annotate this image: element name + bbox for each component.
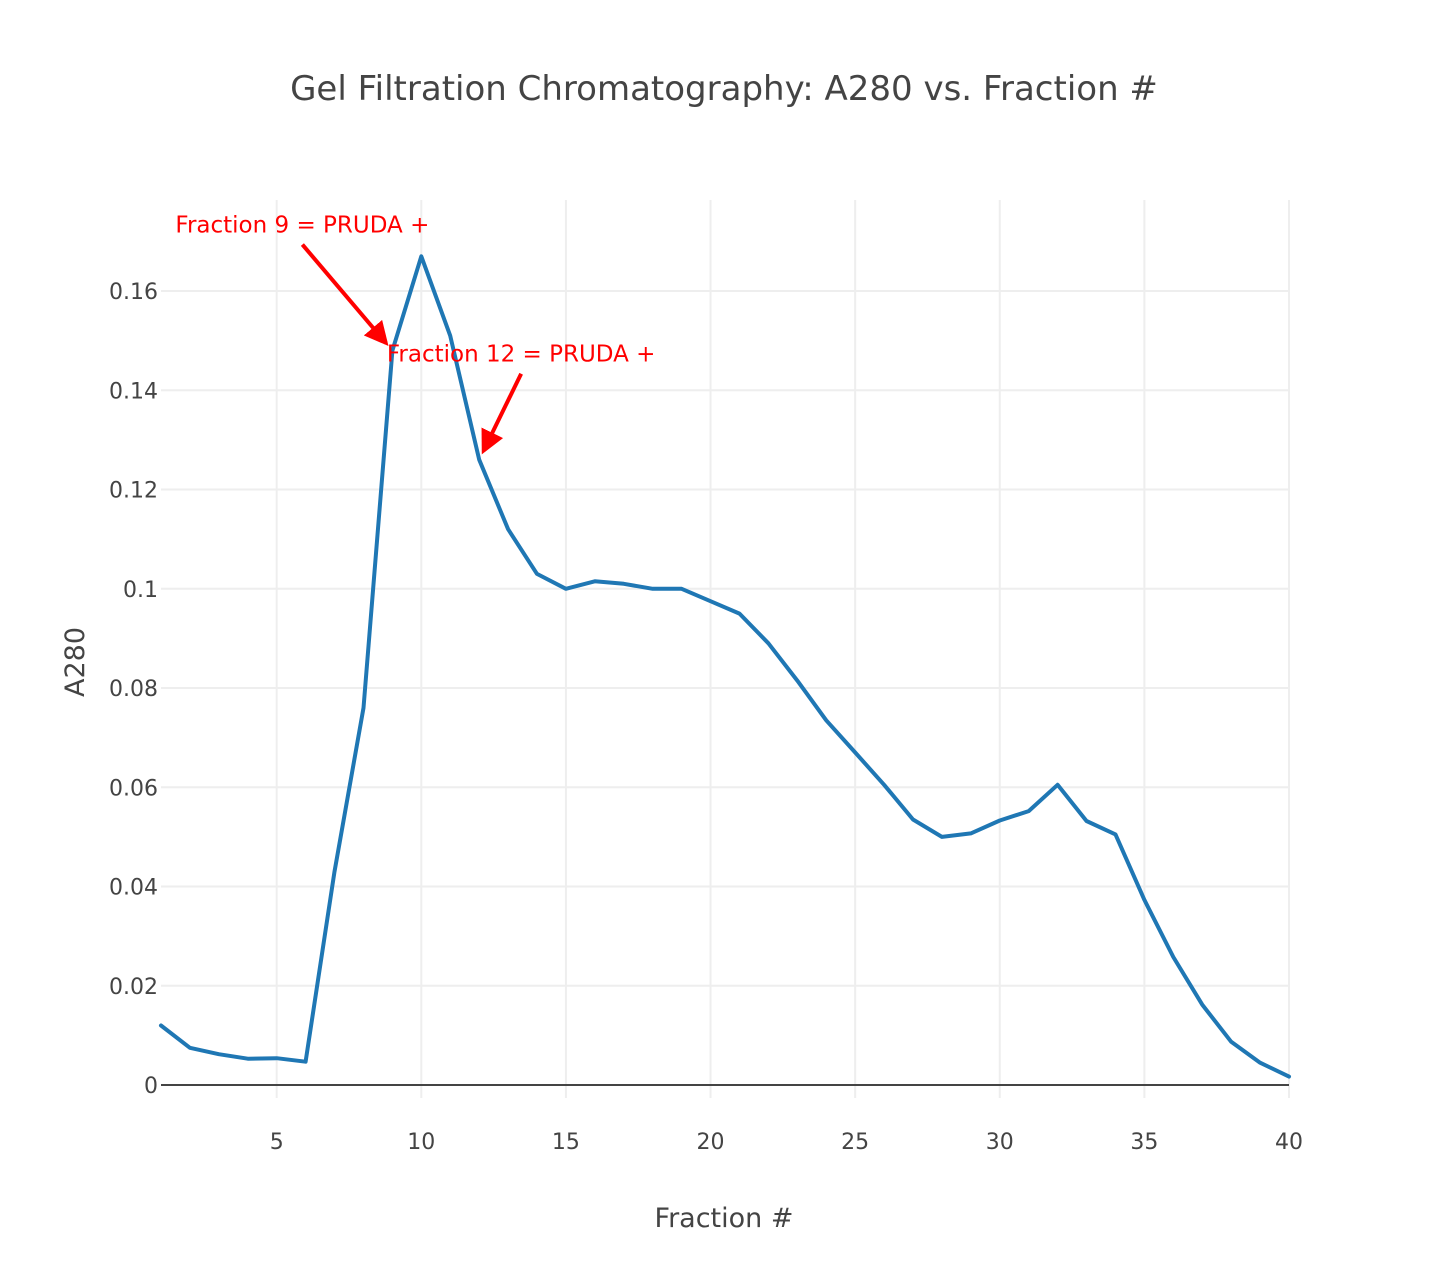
- x-tick-label: 10: [407, 1130, 435, 1155]
- x-tick-labels: 5 10 15 20 25 30 35 40: [270, 1130, 1303, 1155]
- annotation-label: Fraction 12 = PRUDA +: [387, 342, 656, 368]
- x-tick-label: 20: [697, 1130, 725, 1155]
- y-tick-label: 0.08: [109, 677, 158, 702]
- x-tick-label: 5: [270, 1130, 284, 1155]
- y-tick-label: 0.02: [109, 975, 158, 1000]
- x-tick-label: 40: [1275, 1130, 1303, 1155]
- series-line-0: [159, 254, 1291, 1079]
- annotation-arrow: [481, 372, 523, 455]
- series-group: [159, 254, 1291, 1079]
- y-tick-label: 0.16: [109, 280, 158, 305]
- y-tick-label: 0.1: [123, 578, 158, 603]
- y-tick-label: 0.06: [109, 776, 158, 801]
- y-tick-label: 0: [144, 1074, 158, 1099]
- x-tick-label: 15: [552, 1130, 580, 1155]
- x-tick-label: 35: [1130, 1130, 1158, 1155]
- y-tick-label: 0.14: [109, 379, 158, 404]
- x-tick-label: 25: [841, 1130, 869, 1155]
- annotation-label: Fraction 9 = PRUDA +: [175, 213, 429, 239]
- y-tick-labels: 0 0.02 0.04 0.06 0.08 0.1 0.12 0.14 0.16: [109, 280, 158, 1099]
- x-gridlines: [275, 200, 1290, 1098]
- y-tick-label: 0.04: [109, 876, 158, 901]
- chart-title: Gel Filtration Chromatography: A280 vs. …: [290, 69, 1158, 109]
- annotations: Fraction 9 = PRUDA + Fraction 12 = PRUDA …: [175, 213, 656, 455]
- x-tick-label: 30: [986, 1130, 1014, 1155]
- y-axis-title: A280: [60, 627, 91, 697]
- y-tick-label: 0.12: [109, 479, 158, 504]
- y-gridlines: [161, 290, 1289, 987]
- annotation-arrow: [300, 243, 389, 346]
- x-axis-title: Fraction #: [655, 1203, 794, 1234]
